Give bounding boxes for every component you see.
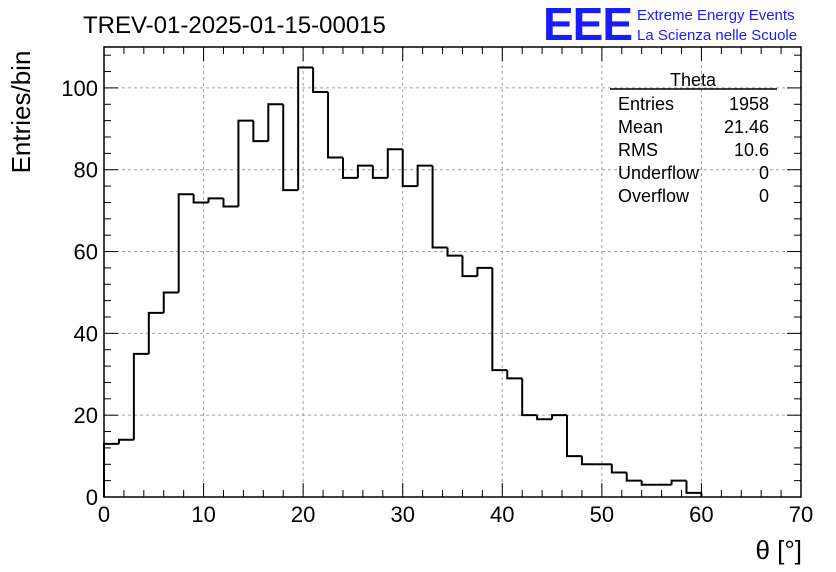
axis-ticks — [103, 47, 802, 498]
grid — [104, 47, 801, 497]
histogram-bin — [491, 267, 508, 372]
x-tick-label: 20 — [291, 502, 315, 527]
histogram-bin — [566, 415, 582, 458]
histogram-bin — [416, 164, 433, 187]
x-tick-label: 60 — [689, 502, 713, 527]
logo-mark: EEE — [543, 0, 632, 50]
stats-label: Underflow — [618, 163, 700, 183]
x-tick-label: 70 — [789, 502, 813, 527]
stats-value: 21.46 — [724, 117, 769, 137]
stats-box: Theta Entries 1958 Mean 21.46 RMS 10.6 Underfl… — [610, 70, 777, 206]
x-axis-title: θ [°] — [755, 535, 802, 565]
stats-title: Theta — [670, 70, 717, 90]
histogram-bin — [536, 415, 553, 421]
y-tick-label: 40 — [74, 321, 98, 346]
y-axis-title: Entries/bin — [6, 51, 36, 174]
histogram-bin — [551, 414, 568, 420]
logo-line-2: La Scienza nelle Scuole — [637, 27, 797, 44]
histogram-bin — [103, 442, 119, 497]
x-tick-label: 10 — [191, 502, 215, 527]
histogram-bin — [670, 479, 687, 485]
histogram-bin — [580, 456, 597, 466]
histogram-bin — [610, 464, 627, 474]
stats-label: Entries — [618, 94, 674, 114]
histogram-bin — [192, 194, 209, 204]
y-tick-label: 80 — [74, 158, 98, 183]
stats-value: 0 — [759, 163, 769, 183]
y-tick-label: 0 — [86, 485, 98, 510]
chart-title: TREV-01-2025-01-15-00015 — [83, 12, 386, 39]
histogram-bin — [207, 197, 224, 203]
histogram-bin — [327, 92, 343, 159]
histogram-bin — [147, 311, 164, 354]
histogram-bin — [297, 66, 314, 191]
histogram-bin — [476, 266, 493, 277]
histogram-bin — [356, 164, 373, 178]
stats-value: 10.6 — [734, 140, 769, 160]
histogram-bin — [386, 148, 403, 178]
histogram-bin — [401, 149, 418, 188]
x-tick-label: 0 — [98, 502, 110, 527]
x-tick-label: 30 — [390, 502, 414, 527]
histogram-bin — [117, 438, 134, 444]
histogram-bin — [640, 480, 657, 486]
y-tick-label: 60 — [74, 240, 98, 265]
stats-label: Overflow — [618, 186, 690, 206]
tick-labels: 0 10 20 30 40 50 60 70 0 20 40 60 80 100 — [61, 76, 813, 527]
x-tick-label: 40 — [490, 502, 514, 527]
stats-rows: Entries 1958 Mean 21.46 RMS 10.6 Underflow 0 Ove… — [618, 94, 769, 206]
stats-value: 1958 — [729, 94, 769, 114]
histogram-bin — [177, 193, 194, 293]
plot-frame — [103, 46, 802, 498]
histogram-bin — [506, 370, 523, 380]
histogram-bin — [267, 103, 284, 142]
y-tick-label: 20 — [74, 403, 98, 428]
histogram-bin — [252, 120, 269, 143]
histogram-bin — [685, 480, 702, 494]
stats-value: 0 — [759, 186, 769, 206]
histogram-bin — [312, 67, 329, 93]
histogram-bin — [521, 378, 538, 417]
stats-label: Mean — [618, 117, 663, 137]
plot-area-border — [103, 46, 802, 498]
histogram-bin — [625, 472, 642, 482]
stats-label: RMS — [618, 140, 658, 160]
histogram-bin — [282, 104, 299, 192]
histogram-bin — [431, 165, 448, 249]
histogram-bin — [446, 247, 463, 257]
eee-logo: EEE Extreme Energy Events La Scienza nel… — [543, 0, 797, 50]
histogram-bin — [132, 352, 149, 440]
histogram-bin — [371, 165, 388, 179]
y-tick-label: 100 — [61, 76, 98, 101]
histogram-bin — [237, 119, 254, 207]
histogram-series — [103, 66, 703, 497]
histogram-bin — [461, 255, 478, 278]
histogram-bin — [341, 157, 358, 179]
histogram-bin — [222, 198, 239, 208]
logo-line-1: Extreme Energy Events — [637, 7, 795, 24]
histogram-bin — [162, 291, 179, 313]
x-tick-label: 50 — [590, 502, 614, 527]
